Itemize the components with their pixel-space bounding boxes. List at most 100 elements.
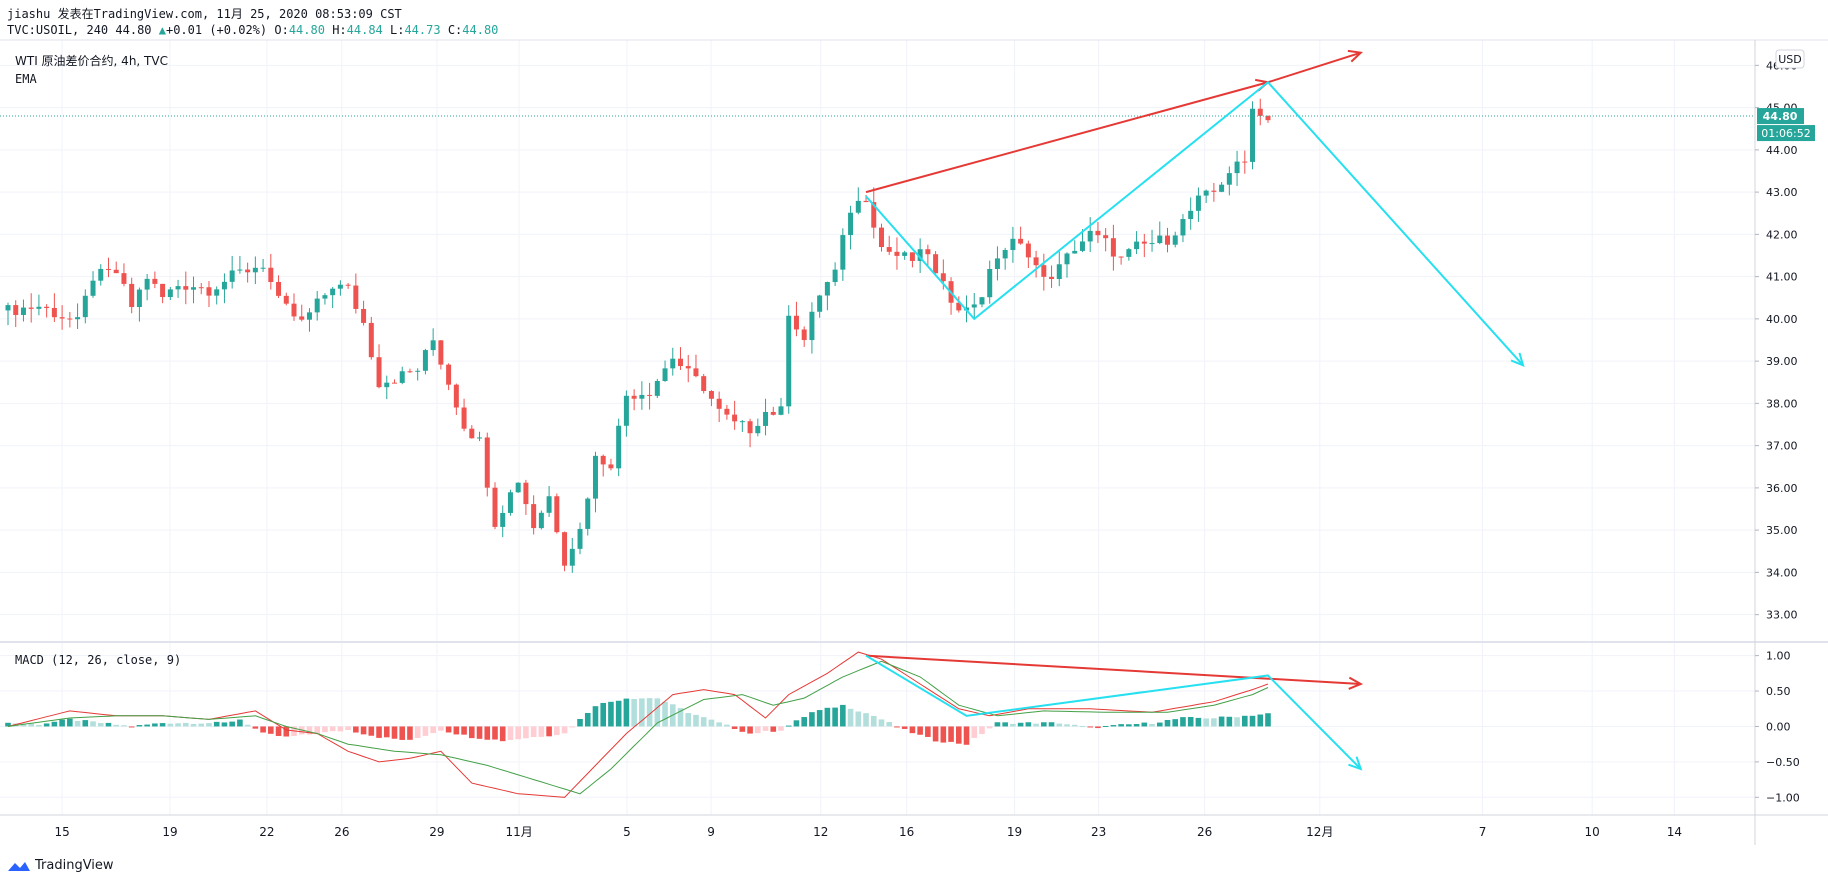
candle-body	[755, 425, 761, 434]
histogram-bar	[569, 726, 576, 728]
candle-body	[979, 297, 985, 305]
histogram-bar	[51, 721, 58, 727]
candle-body	[1002, 250, 1008, 259]
tradingview-wordmark: TradingView	[35, 858, 114, 873]
candle-body	[167, 289, 173, 298]
candle-body	[461, 407, 467, 429]
candle-body	[345, 284, 351, 286]
arrow-head	[1510, 352, 1525, 368]
candle-body	[1064, 253, 1070, 265]
time-tick-label: 14	[1667, 825, 1682, 839]
histogram-bar	[391, 726, 398, 739]
candle-body	[608, 464, 614, 469]
histogram-bar	[453, 726, 460, 735]
macd-tick-label: 1.00	[1766, 650, 1791, 663]
candle-body	[144, 278, 150, 290]
histogram-bar	[1164, 719, 1171, 727]
histogram-bar	[909, 726, 916, 734]
tradingview-logo[interactable]: TradingView	[7, 858, 114, 873]
low-label: L:	[390, 23, 405, 37]
histogram-bar	[901, 726, 908, 729]
price-tick-label: 36.00	[1766, 482, 1798, 495]
candle-body	[739, 421, 745, 423]
candle-body	[245, 269, 251, 273]
price-tick-label: 43.00	[1766, 186, 1798, 199]
histogram-bar	[971, 726, 978, 738]
candle-body	[221, 281, 227, 290]
price-axis[interactable]: 33.00 34.00 35.00 36.00 37.00 38.00 39.00 40.00…	[1755, 59, 1815, 804]
time-tick-label: 16	[899, 825, 914, 839]
time-tick-label: 9	[707, 825, 715, 839]
candle-body	[1157, 235, 1163, 244]
candle-body	[407, 371, 413, 373]
candle-body	[770, 411, 776, 415]
candle-body	[523, 482, 529, 505]
candle-body	[878, 227, 884, 248]
histogram-bar	[677, 708, 684, 727]
macd-tick-label: −0.50	[1766, 756, 1800, 769]
histogram-bar	[917, 726, 923, 735]
currency-box[interactable]	[1775, 49, 1805, 69]
histogram-bar	[1110, 725, 1117, 727]
close-label: C:	[447, 23, 463, 37]
time-tick-label: 5	[623, 825, 631, 839]
red-trend-line	[865, 81, 1269, 194]
histogram-bar	[206, 723, 212, 727]
histogram-bar	[28, 723, 34, 727]
candle-body	[121, 273, 127, 284]
histogram-bar	[724, 724, 730, 727]
candle-body	[1226, 173, 1232, 185]
histogram-bar	[577, 718, 583, 727]
candle-body	[886, 247, 892, 252]
candle-body	[654, 381, 660, 396]
price-tick-label: 39.00	[1766, 355, 1798, 368]
histogram-bar	[561, 726, 568, 734]
histogram-bar	[770, 726, 777, 732]
time-axis[interactable]: 15 19 22 26 29 11月 5 9 12 16 19 23 26 12月 7 10 14	[55, 825, 1683, 839]
candle-body	[515, 482, 521, 493]
histogram-bar	[870, 715, 877, 727]
histogram-bar	[762, 726, 769, 731]
histogram-bar	[445, 726, 452, 733]
histogram-bar	[469, 726, 475, 739]
legend-title: WTI 原油差价合约, 4h, TVC	[15, 53, 168, 68]
histogram-bar	[1025, 722, 1032, 727]
price-tick-label: 40.00	[1766, 313, 1798, 326]
legend-macd: MACD (12, 26, close, 9)	[15, 653, 181, 667]
annotations[interactable]	[865, 49, 1525, 771]
histogram-bar	[121, 725, 127, 727]
candle-body	[183, 286, 189, 290]
histogram-bar	[662, 701, 668, 727]
histogram-bar	[963, 726, 970, 745]
histogram-bar	[948, 726, 954, 742]
candles[interactable]	[0, 98, 1755, 573]
candle-body	[206, 287, 212, 296]
histogram-bar	[1203, 718, 1209, 727]
candle-body	[909, 252, 915, 261]
histogram-bar	[1141, 722, 1148, 727]
histogram-bar	[731, 726, 738, 729]
candle-body	[763, 411, 769, 426]
histogram-bar	[1017, 722, 1024, 727]
price-tick-label: 38.00	[1766, 397, 1798, 410]
candle-body	[337, 284, 343, 289]
histogram-bar	[886, 722, 893, 727]
histogram-bar	[654, 698, 661, 727]
candle-body	[299, 316, 305, 320]
histogram-bar	[1172, 719, 1179, 727]
candle-body	[376, 357, 382, 388]
histogram-bar	[538, 726, 545, 737]
histogram-bar	[584, 712, 591, 727]
candle-body	[229, 270, 235, 282]
candle-body	[276, 281, 282, 296]
candle-body	[600, 455, 606, 465]
candle-body	[1257, 108, 1263, 116]
candle-body	[724, 408, 730, 415]
candle-body	[453, 384, 459, 408]
time-tick-label: 26	[334, 825, 349, 839]
candle-body	[693, 368, 699, 377]
histogram-bar	[430, 726, 436, 734]
candle-body	[44, 306, 50, 308]
candle-body	[1025, 243, 1031, 258]
